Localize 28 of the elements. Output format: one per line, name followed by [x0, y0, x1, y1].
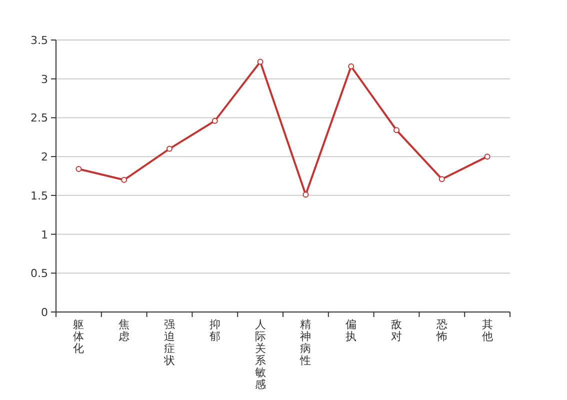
- x-tick-label: 抑郁: [209, 318, 220, 343]
- y-tick-label: 3: [41, 72, 48, 86]
- y-tick-label: 1: [41, 228, 48, 242]
- point: [438, 176, 445, 182]
- x-tick-label: 人际关系敏感: [254, 318, 266, 391]
- point: [348, 63, 354, 70]
- y-tick-label: 0: [41, 306, 48, 319]
- x-tick-label: 躯体化: [73, 318, 84, 355]
- point: [302, 192, 309, 198]
- y-tick-label: 0.5: [30, 267, 48, 280]
- point: [484, 154, 490, 160]
- x-tick-label: 精神病性: [299, 318, 312, 367]
- x-tick-label: 强迫症状: [163, 318, 175, 367]
- point: [257, 58, 264, 65]
- y-tick-label: 2.5: [30, 112, 48, 125]
- point: [121, 176, 128, 183]
- x-tick-label: 其他: [482, 318, 493, 343]
- y-tick-label: 3.5: [30, 34, 48, 47]
- point: [76, 166, 82, 172]
- x-tick-label: 恐怖: [435, 318, 448, 343]
- point: [394, 127, 400, 134]
- y-tick-label: 1.5: [30, 189, 48, 202]
- x-tick-label: 焦虑: [118, 318, 130, 343]
- x-tick-label: 敌对: [391, 318, 402, 343]
- y-tick-label: 2: [41, 150, 48, 164]
- point: [166, 146, 172, 152]
- x-tick-label: 偏执: [346, 318, 357, 343]
- point: [212, 118, 218, 124]
